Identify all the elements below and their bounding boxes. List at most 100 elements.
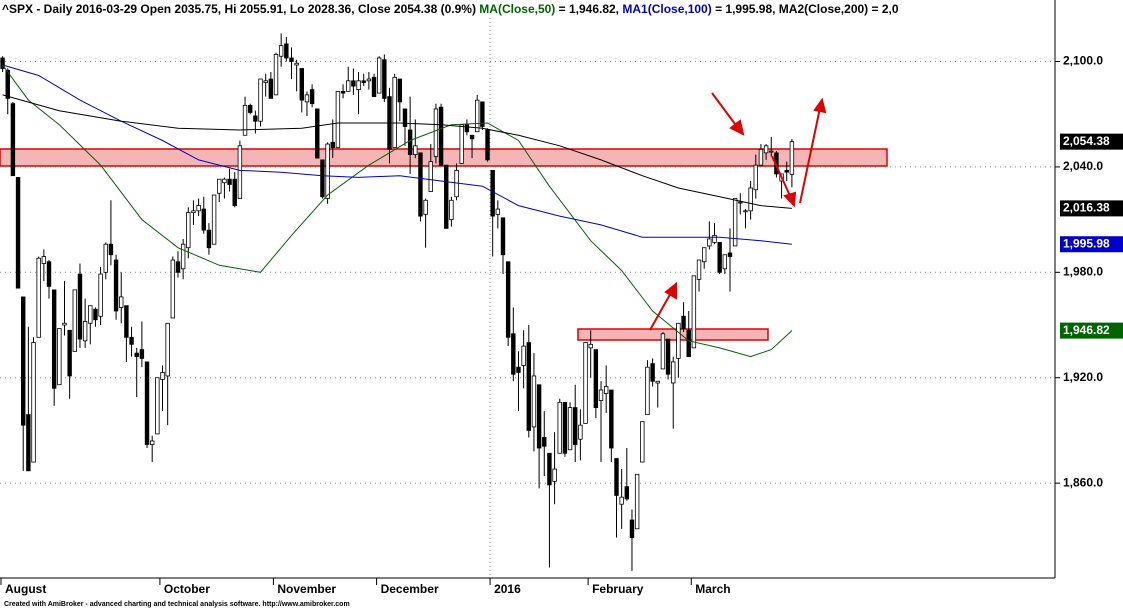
candle-body [211, 194, 217, 245]
candle-body [258, 78, 263, 122]
candle-body [268, 78, 274, 99]
candle-body [46, 261, 52, 287]
candle-body [237, 145, 243, 199]
candle-body [392, 76, 397, 148]
candle-body [155, 377, 160, 435]
candle-body [505, 261, 511, 338]
x-tick-label: March [695, 582, 730, 596]
candle-body [784, 170, 789, 173]
candle-body [609, 389, 614, 449]
candle-body [170, 259, 176, 319]
candle-body [753, 164, 758, 191]
candle-body [593, 349, 599, 408]
candle-body [57, 328, 62, 386]
candle-body [330, 141, 335, 148]
value-tag-label: 1,995.98 [1063, 236, 1110, 250]
candle-body [634, 473, 640, 530]
candle-body [428, 161, 433, 192]
candle-body [588, 343, 593, 349]
candle-body [129, 336, 134, 345]
candle-body [407, 129, 413, 156]
candle-body [511, 333, 516, 375]
candle-body [366, 78, 372, 82]
candle-body [356, 80, 361, 90]
candle-body [598, 389, 604, 401]
candle-body [36, 257, 41, 338]
candle-body [320, 159, 325, 198]
value-tag [1060, 133, 1123, 150]
title-part: MA(Close,50) [479, 2, 555, 16]
ma-line [2, 94, 792, 209]
candle-body [263, 80, 268, 83]
candle-body [629, 519, 635, 538]
candle-body [103, 243, 108, 273]
candle-body [315, 108, 320, 159]
x-tick-label: February [592, 582, 644, 596]
candle-body [180, 243, 186, 270]
candle-body [748, 187, 753, 212]
candle-body [309, 89, 315, 105]
candle-body [294, 62, 299, 66]
candle-body [485, 129, 490, 161]
candle-body [645, 366, 650, 416]
candle-body [521, 345, 526, 366]
y-tick-label: 2,100.0 [1063, 54, 1103, 68]
candle-body [119, 296, 124, 308]
candle-body [31, 342, 36, 463]
candle-body [464, 124, 470, 133]
candle-body [696, 259, 702, 280]
value-tag [1060, 322, 1123, 339]
candle-body [397, 78, 403, 103]
candle-body [789, 141, 795, 175]
candle-body [191, 210, 196, 213]
candle-body [500, 217, 506, 256]
candle-body [93, 308, 98, 321]
candle-body [583, 342, 588, 424]
title-part: = 1,995.98, [712, 2, 779, 16]
candle-body [15, 177, 21, 289]
candle-body [665, 338, 671, 375]
y-tick-label: 1,920.0 [1063, 370, 1103, 384]
candle-body [62, 322, 67, 326]
candle-body [614, 458, 619, 496]
candle-body [72, 289, 78, 352]
candle-body [413, 145, 418, 156]
candle-body [469, 134, 475, 140]
title-part: MA1(Close,100) [622, 2, 711, 16]
candle-body [712, 235, 717, 243]
x-tick-label: December [381, 582, 439, 596]
candle-body [376, 57, 382, 94]
candle-body [113, 259, 119, 312]
candle-body [242, 105, 248, 136]
candle-body [402, 108, 408, 127]
candle-body [88, 305, 93, 324]
x-tick-label: 2016 [494, 582, 521, 596]
candle-body [77, 273, 83, 340]
title-part: = 1,946.82, [555, 2, 622, 16]
candle-body [206, 229, 212, 249]
candle-body [758, 148, 764, 166]
resistance-zone [0, 148, 888, 167]
candle-body [655, 380, 660, 384]
arrow-head [664, 281, 677, 300]
value-tag [1060, 200, 1123, 217]
candle-body [433, 108, 439, 157]
arrow-head [783, 191, 797, 208]
candle-body [624, 486, 630, 500]
candle-body [531, 375, 537, 428]
candle-body [144, 361, 150, 445]
y-tick-label: 2,040.0 [1063, 159, 1103, 173]
candle-body [722, 254, 728, 270]
candle-body [619, 496, 624, 505]
ma-line [2, 64, 792, 245]
value-tag-label: 2,016.38 [1063, 201, 1110, 215]
candle-body [26, 414, 31, 472]
footer: Created with AmiBroker - advanced charti… [4, 601, 350, 608]
candle-body [253, 115, 258, 122]
candle-body [165, 322, 170, 377]
title-part: MA2(Close,200) [779, 2, 868, 16]
annotation-arrows [649, 92, 827, 331]
candle-body [603, 386, 609, 394]
candle-body [423, 199, 428, 215]
candle-body [459, 124, 464, 164]
